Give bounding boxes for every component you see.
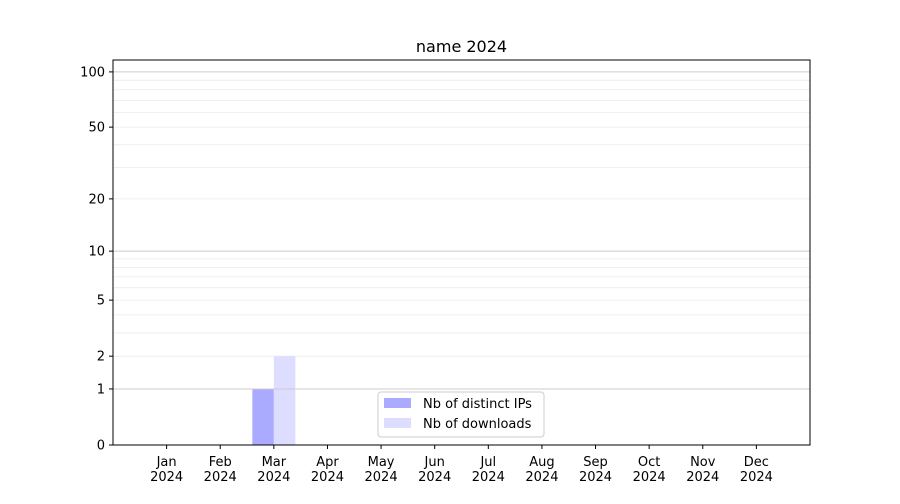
legend-label: Nb of distinct IPs [423,397,532,412]
chart-title: name 2024 [416,37,507,56]
y-tick-label: 2 [97,350,105,365]
axes-frame [112,59,811,446]
x-tick-label: 2024 [418,470,451,485]
y-tick-label: 5 [97,294,105,309]
x-tick-label: 2024 [311,470,344,485]
x-tick-label: Feb [209,455,232,470]
x-tick-label: Sep [583,455,608,470]
x-tick-label: Aug [529,455,554,470]
y-tick-label: 0 [97,439,105,454]
x-tick-label: 2024 [740,470,773,485]
x-tick-label: 2024 [633,470,666,485]
y-tick-label: 20 [88,192,105,207]
x-tick-label: 2024 [686,470,719,485]
x-tick-label: Oct [638,455,660,470]
x-tick-label: 2024 [204,470,237,485]
x-tick-label: Dec [744,455,769,470]
y-tick-label: 1 [97,382,105,397]
x-tick-label: Jun [424,455,445,470]
x-tick-label: Jan [156,455,177,470]
y-tick-label: 50 [88,121,105,136]
legend-swatch [384,398,411,408]
legend: Nb of distinct IPs Nb of downloads [377,391,545,438]
y-tick-label: 10 [88,245,105,260]
x-tick-label: Mar [262,455,287,470]
x-tick-label: Apr [316,455,339,470]
bar-nb-of-distinct-ips [252,388,274,445]
x-tick-label: 2024 [472,470,505,485]
legend-box [377,391,545,438]
legend-label: Nb of downloads [423,417,532,432]
x-tick-label: 2024 [365,470,398,485]
x-tick-label: Nov [690,455,716,470]
x-tick-label: May [368,455,395,470]
y-tick-label: 100 [80,65,105,80]
x-tick-label: 2024 [257,470,290,485]
legend-swatch [384,418,411,428]
x-tick-label: Jul [479,455,496,470]
x-tick-label: 2024 [150,470,183,485]
bar-nb-of-downloads [273,356,296,445]
x-tick-label: 2024 [525,470,558,485]
x-tick-label: 2024 [579,470,612,485]
